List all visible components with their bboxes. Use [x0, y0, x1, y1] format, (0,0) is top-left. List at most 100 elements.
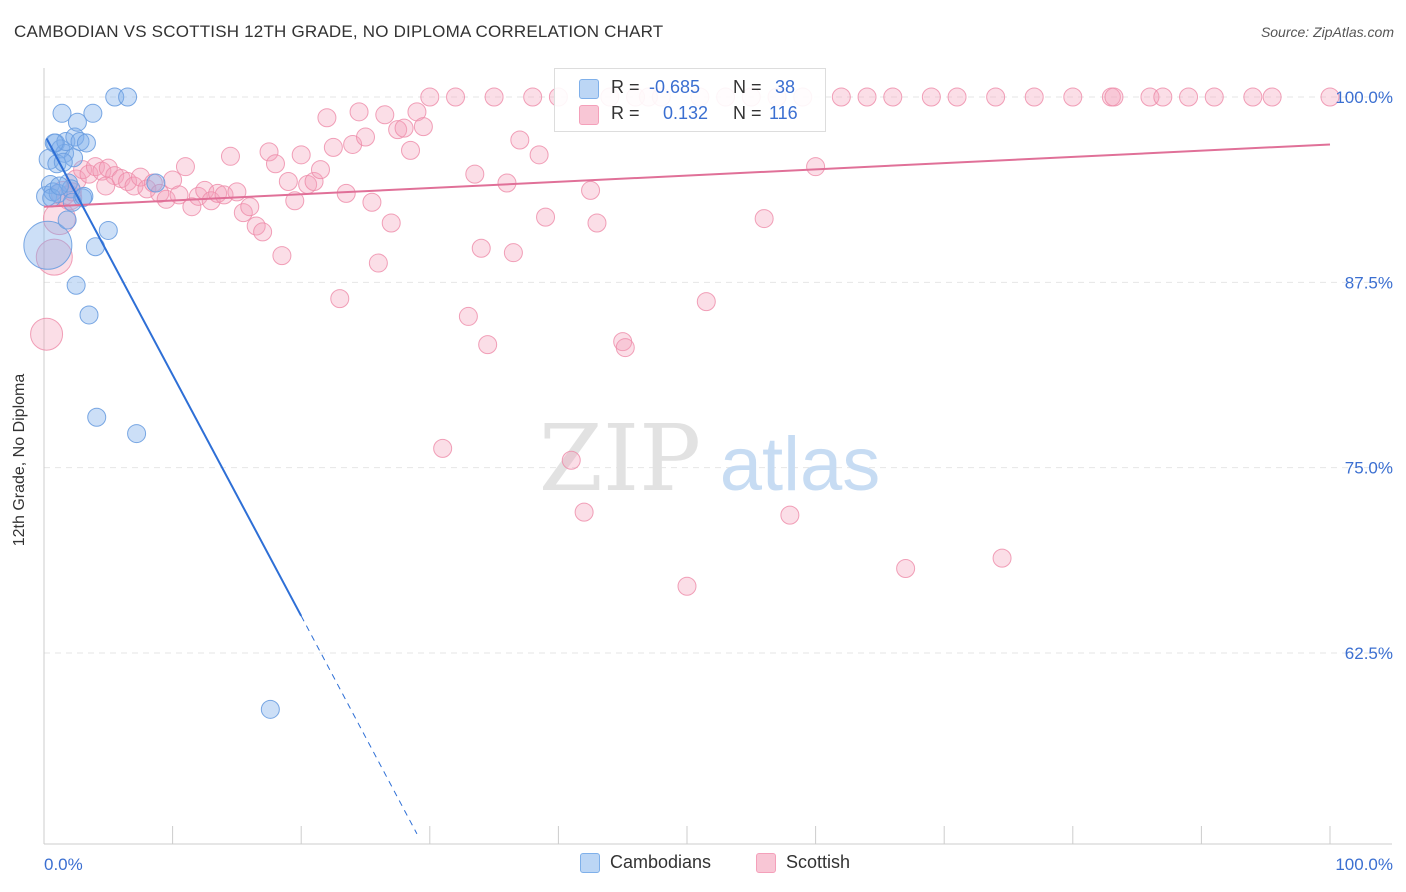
scottish-point [253, 222, 273, 242]
scottish-point [857, 87, 877, 107]
scottish-point [1063, 87, 1083, 107]
y-tick-label: 62.5% [1345, 644, 1393, 663]
cambodians-point [49, 176, 69, 196]
source-label: Source: ZipAtlas.com [1260, 24, 1394, 40]
scottish-point [696, 292, 716, 312]
x-tick-label-min: 0.0% [44, 855, 83, 874]
scottish-point [458, 306, 478, 326]
cambodians-point [76, 133, 96, 153]
axes [43, 68, 1392, 845]
cambodians-point [67, 112, 87, 132]
cambodians-point [70, 131, 90, 151]
scottish-point [375, 105, 395, 125]
scottish-point [272, 246, 292, 266]
scottish-point [992, 548, 1012, 568]
scottish-point [536, 207, 556, 227]
scottish-point [1179, 87, 1199, 107]
scottish-point [1243, 87, 1263, 107]
scottish-point [587, 213, 607, 233]
scottish-point [175, 157, 195, 177]
cambodians-point [127, 424, 147, 444]
scottish-r-value: 0.132 [663, 103, 709, 123]
tick-labels: 62.5% 75.0% 87.5% 100.0% 0.0% 100.0% [44, 88, 1393, 874]
scottish-legend-label: Scottish [786, 852, 851, 872]
scottish-point [413, 117, 433, 137]
scottish-trend-line [43, 143, 1331, 208]
scottish-series [30, 87, 1340, 596]
gridlines [44, 96, 1392, 654]
scottish-point [265, 154, 285, 174]
scottish-point [285, 191, 305, 211]
scottish-point [323, 137, 343, 157]
scottish-point [1104, 87, 1124, 107]
scottish-point [201, 191, 221, 211]
scottish-swatch [579, 105, 599, 125]
scottish-point [478, 335, 498, 355]
cambodians-point [83, 103, 103, 123]
cambodians-swatch [579, 79, 599, 99]
cambodians-n-value: 38 [775, 77, 796, 97]
scottish-point [30, 317, 64, 351]
scottish-point [677, 576, 697, 596]
cambodians-point [87, 407, 107, 427]
scottish-point [806, 157, 826, 177]
cambodians-point [260, 699, 280, 719]
scottish-point [304, 172, 324, 192]
scottish-point [156, 189, 176, 209]
scottish-point [986, 87, 1006, 107]
cambodians-point [23, 220, 73, 270]
cambodians-point [79, 305, 99, 325]
chart-title: CAMBODIAN VS SCOTTISH 12TH GRADE, NO DIP… [14, 22, 664, 41]
scottish-point [330, 289, 350, 309]
scottish-point [214, 185, 234, 205]
scottish-point [921, 87, 941, 107]
cambodians-legend-label: Cambodians [610, 852, 712, 872]
scottish-point [96, 176, 116, 196]
cambodians-trend-line [45, 138, 303, 617]
scottish-point [349, 102, 369, 122]
watermark: ZIP atlas [539, 405, 880, 512]
scottish-point [35, 238, 73, 276]
scottish-point [401, 140, 421, 160]
scottish-point [503, 243, 523, 263]
scottish-point [420, 87, 440, 107]
cambodians-point [66, 275, 86, 295]
scottish-point [79, 164, 99, 184]
cambodians-point [64, 148, 84, 168]
cambodians-point [52, 103, 72, 123]
cambodians-series [23, 87, 280, 719]
cambodians-point [118, 87, 138, 107]
scottish-point [561, 450, 581, 470]
scottish-point [883, 87, 903, 107]
cambodians-point [146, 173, 166, 193]
scottish-legend-swatch [756, 853, 776, 873]
cambodians-trend-extension [300, 615, 418, 835]
y-tick-label: 100.0% [1335, 88, 1393, 107]
scottish-point [433, 438, 453, 458]
scottish-point [182, 197, 202, 217]
scottish-point [381, 213, 401, 233]
scottish-n-value: 116 [769, 103, 798, 123]
scottish-point [220, 146, 240, 166]
scottish-point [291, 145, 311, 165]
scottish-point [581, 180, 601, 200]
scottish-point [368, 253, 388, 273]
scottish-point [523, 87, 543, 107]
scottish-point [394, 118, 414, 138]
scottish-point [754, 209, 774, 229]
scottish-point [465, 164, 485, 184]
scottish-point [947, 87, 967, 107]
x-tick-label-max: 100.0% [1335, 855, 1393, 874]
cambodians-r-value: -0.685 [649, 77, 701, 97]
scottish-point [484, 87, 504, 107]
scottish-n-label: N = [733, 103, 762, 123]
cambodians-legend-swatch [580, 853, 600, 873]
scottish-point [529, 145, 549, 165]
watermark-atlas: atlas [720, 422, 881, 507]
scottish-point [317, 108, 337, 128]
scottish-point [471, 238, 491, 258]
cambodians-r-label: R = [611, 77, 640, 97]
scottish-point [1024, 87, 1044, 107]
scottish-point [1204, 87, 1224, 107]
